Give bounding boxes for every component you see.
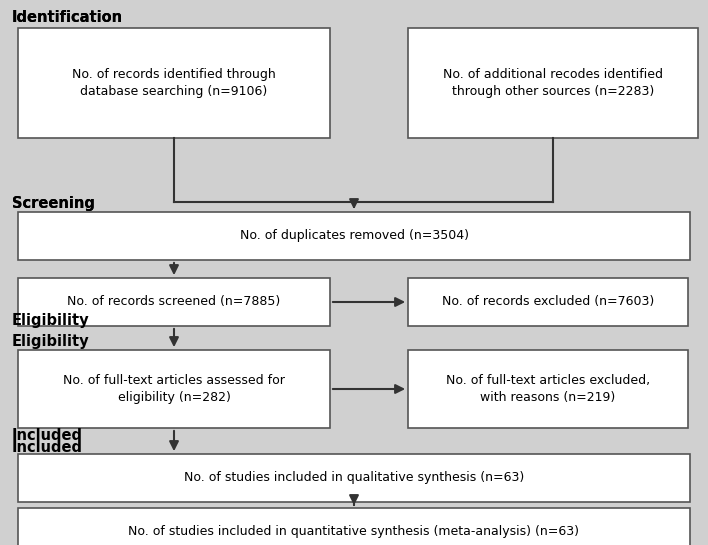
Text: No. of records excluded (n=7603): No. of records excluded (n=7603): [442, 295, 654, 308]
Text: Identification: Identification: [12, 10, 123, 25]
Text: No. of studies included in quantitative synthesis (meta-analysis) (n=63): No. of studies included in quantitative …: [128, 525, 580, 538]
Text: Eligibility: Eligibility: [12, 334, 90, 349]
Bar: [18, 350, 330, 428]
Text: No. of full-text articles excluded,
with reasons (n=219): No. of full-text articles excluded, with…: [446, 374, 650, 404]
Text: Eligibility: Eligibility: [12, 313, 90, 328]
Bar: [18, 454, 690, 502]
Bar: [18, 212, 690, 260]
Bar: [408, 28, 698, 138]
Bar: [18, 28, 330, 138]
Bar: [18, 278, 330, 326]
Text: No. of additional recodes identified
through other sources (n=2283): No. of additional recodes identified thr…: [443, 68, 663, 98]
Text: Included: Included: [12, 428, 83, 443]
Text: No. of studies included in qualitative synthesis (n=63): No. of studies included in qualitative s…: [184, 471, 524, 485]
Text: Included: Included: [12, 440, 83, 455]
Text: Identification: Identification: [12, 10, 123, 25]
Text: Screening: Screening: [12, 196, 95, 211]
Text: No. of full-text articles assessed for
eligibility (n=282): No. of full-text articles assessed for e…: [63, 374, 285, 404]
Bar: [408, 278, 688, 326]
Text: No. of duplicates removed (n=3504): No. of duplicates removed (n=3504): [239, 229, 469, 243]
Bar: [408, 350, 688, 428]
Text: No. of records screened (n=7885): No. of records screened (n=7885): [67, 295, 280, 308]
Text: Screening: Screening: [12, 196, 95, 211]
Bar: [18, 508, 690, 545]
Text: No. of records identified through
database searching (n=9106): No. of records identified through databa…: [72, 68, 276, 98]
